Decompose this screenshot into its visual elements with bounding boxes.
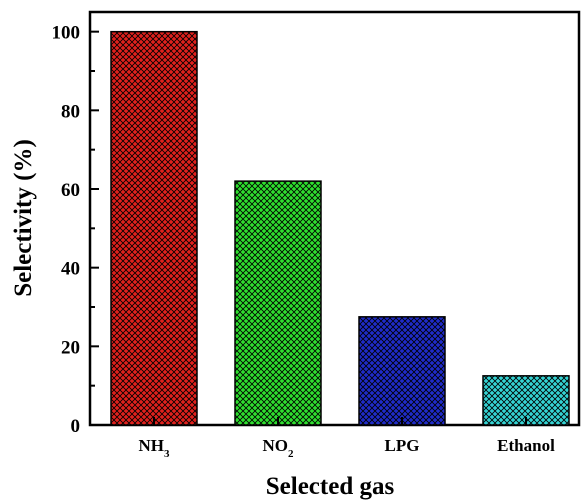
y-tick-label: 60 — [61, 180, 80, 201]
bar-hatch — [358, 316, 446, 426]
x-tick-label: Ethanol — [497, 436, 555, 455]
x-tick-label: NH3 — [139, 436, 171, 460]
bar-hatch — [110, 30, 198, 426]
plot-area-frame — [88, 10, 581, 427]
x-tick-label: NO2 — [263, 436, 295, 460]
bar-1 — [234, 180, 322, 426]
bar-hatch — [234, 180, 322, 426]
x-axis-title: Selected gas — [266, 473, 395, 500]
y-axis-title: Selectivity (%) — [10, 139, 37, 297]
x-tick-label-subscript: 2 — [288, 448, 294, 460]
bar-0 — [110, 30, 198, 426]
x-tick-label-subscript: 3 — [164, 448, 170, 460]
y-tick-label: 80 — [61, 101, 80, 122]
y-tick-label: 20 — [61, 337, 80, 358]
x-tick-label: LPG — [385, 436, 420, 455]
bar-2 — [358, 316, 446, 426]
y-tick-label: 0 — [71, 416, 81, 437]
y-tick-label: 100 — [52, 23, 81, 44]
y-tick-label: 40 — [61, 259, 80, 280]
